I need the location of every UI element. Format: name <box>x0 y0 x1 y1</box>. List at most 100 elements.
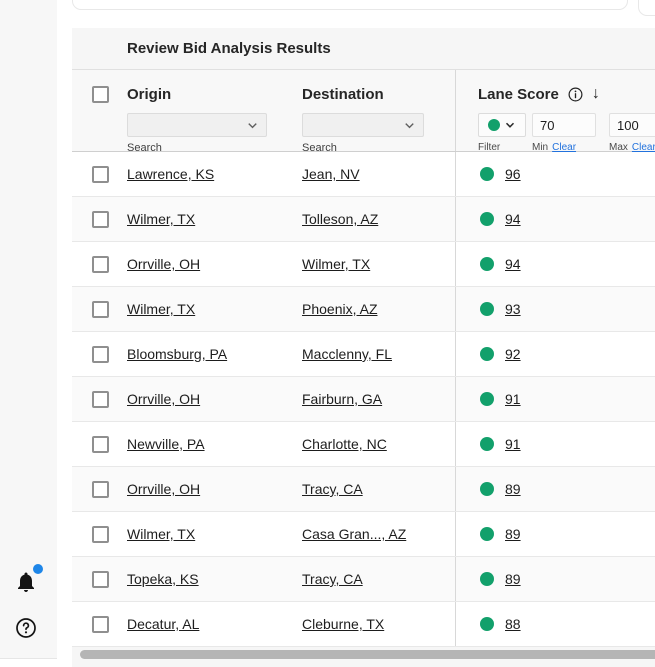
origin-column-header: Origin <box>127 85 172 103</box>
top-toolbar-card <box>72 0 628 10</box>
table-row: Bloomsburg, PA Macclenny, FL 92 <box>72 332 655 377</box>
destination-link[interactable]: Wilmer, TX <box>302 256 371 272</box>
origin-link[interactable]: Wilmer, TX <box>127 526 196 542</box>
table-row: Topeka, KS Tracy, CA 89 <box>72 557 655 602</box>
lane-score-column-header: Lane Score <box>478 85 559 103</box>
green-status-dot <box>480 302 494 316</box>
lane-score-info-button[interactable] <box>567 86 584 103</box>
notifications-button[interactable] <box>14 564 43 598</box>
lane-score-link[interactable]: 91 <box>505 391 521 407</box>
table-row: Orrville, OH Fairburn, GA 91 <box>72 377 655 422</box>
bid-analysis-panel: Review Bid Analysis Results Origin Searc… <box>72 28 655 667</box>
select-all-checkbox[interactable] <box>92 86 109 103</box>
arrow-down-icon: ↓ <box>591 85 600 102</box>
table-body: Lawrence, KS Jean, NV 96 Wilmer, TX Toll… <box>72 152 655 647</box>
table-header: Origin Search Destination Search Lan <box>72 70 655 154</box>
green-status-dot <box>487 119 500 131</box>
score-max-input[interactable] <box>609 113 655 137</box>
lane-score-link[interactable]: 92 <box>505 346 521 362</box>
row-checkbox[interactable] <box>92 300 109 318</box>
table-row: Wilmer, TX Phoenix, AZ 93 <box>72 287 655 332</box>
row-checkbox[interactable] <box>92 615 109 633</box>
row-checkbox[interactable] <box>92 255 109 273</box>
chevron-down-icon <box>405 122 414 128</box>
green-status-dot <box>480 212 494 226</box>
min-label: Min <box>532 142 549 153</box>
question-mark-icon <box>16 618 36 638</box>
lane-score-link[interactable]: 89 <box>505 481 521 497</box>
panel-title: Review Bid Analysis Results <box>127 40 331 57</box>
row-checkbox[interactable] <box>92 570 109 588</box>
row-checkbox[interactable] <box>92 165 109 183</box>
table-row: Wilmer, TX Tolleson, AZ 94 <box>72 197 655 242</box>
chevron-down-icon <box>248 122 257 128</box>
origin-link[interactable]: Newville, PA <box>127 436 205 452</box>
origin-link[interactable]: Decatur, AL <box>127 616 200 632</box>
lane-score-link[interactable]: 88 <box>505 616 521 632</box>
filter-label: Filter <box>478 142 501 153</box>
lane-score-link[interactable]: 93 <box>505 301 521 317</box>
panel-title-bar: Review Bid Analysis Results <box>72 28 655 70</box>
destination-link[interactable]: Tolleson, AZ <box>302 211 379 227</box>
max-clear-link[interactable]: Clear <box>631 142 655 153</box>
green-status-dot <box>480 392 494 406</box>
green-status-dot <box>480 482 494 496</box>
origin-link[interactable]: Wilmer, TX <box>127 211 196 227</box>
destination-link[interactable]: Charlotte, NC <box>302 436 387 452</box>
origin-link[interactable]: Orrville, OH <box>127 391 201 407</box>
green-status-dot <box>480 347 494 361</box>
origin-link[interactable]: Bloomsburg, PA <box>127 346 228 362</box>
sort-descending-button[interactable]: ↓ <box>592 86 600 102</box>
help-button[interactable] <box>14 616 42 644</box>
origin-filter-dropdown[interactable] <box>127 113 267 137</box>
destination-link[interactable]: Tracy, CA <box>302 481 363 497</box>
score-color-filter-dropdown[interactable] <box>478 113 526 137</box>
lane-score-link[interactable]: 89 <box>505 571 521 587</box>
row-checkbox[interactable] <box>92 210 109 228</box>
info-icon <box>568 87 583 101</box>
destination-link[interactable]: Cleburne, TX <box>302 616 385 632</box>
destination-column-header: Destination <box>302 85 384 103</box>
row-checkbox[interactable] <box>92 480 109 498</box>
row-checkbox[interactable] <box>92 525 109 543</box>
destination-filter-dropdown[interactable] <box>302 113 424 137</box>
destination-link[interactable]: Casa Gran..., AZ <box>302 526 407 542</box>
max-label: Max <box>609 142 628 153</box>
lane-score-link[interactable]: 89 <box>505 526 521 542</box>
table-row: Orrville, OH Tracy, CA 89 <box>72 467 655 512</box>
lane-score-link[interactable]: 94 <box>505 256 521 272</box>
table-row: Newville, PA Charlotte, NC 91 <box>72 422 655 467</box>
table-row: Lawrence, KS Jean, NV 96 <box>72 152 655 197</box>
destination-link[interactable]: Phoenix, AZ <box>302 301 378 317</box>
destination-link[interactable]: Macclenny, FL <box>302 346 392 362</box>
bell-icon <box>18 572 34 592</box>
chevron-down-icon <box>505 122 514 128</box>
origin-search-label: Search <box>127 142 162 154</box>
green-status-dot <box>480 437 494 451</box>
green-status-dot <box>480 167 494 181</box>
destination-link[interactable]: Tracy, CA <box>302 571 363 587</box>
min-clear-link[interactable]: Clear <box>552 142 577 153</box>
notification-badge <box>33 564 43 574</box>
origin-link[interactable]: Wilmer, TX <box>127 301 196 317</box>
table-row: Wilmer, TX Casa Gran..., AZ 89 <box>72 512 655 557</box>
origin-link[interactable]: Orrville, OH <box>127 481 201 497</box>
origin-link[interactable]: Lawrence, KS <box>127 166 215 182</box>
lane-score-link[interactable]: 96 <box>505 166 521 182</box>
horizontal-scrollbar[interactable] <box>80 650 655 659</box>
table-row: Decatur, AL Cleburne, TX 88 <box>72 602 655 647</box>
table-row: Orrville, OH Wilmer, TX 94 <box>72 242 655 287</box>
lane-score-link[interactable]: 94 <box>505 211 521 227</box>
green-status-dot <box>480 527 494 541</box>
destination-link[interactable]: Jean, NV <box>302 166 360 182</box>
left-sidebar <box>0 0 57 659</box>
lane-score-link[interactable]: 91 <box>505 436 521 452</box>
row-checkbox[interactable] <box>92 345 109 363</box>
green-status-dot <box>480 617 494 631</box>
destination-link[interactable]: Fairburn, GA <box>302 391 383 407</box>
row-checkbox[interactable] <box>92 390 109 408</box>
row-checkbox[interactable] <box>92 435 109 453</box>
score-min-input[interactable] <box>532 113 596 137</box>
origin-link[interactable]: Orrville, OH <box>127 256 201 272</box>
origin-link[interactable]: Topeka, KS <box>127 571 199 587</box>
